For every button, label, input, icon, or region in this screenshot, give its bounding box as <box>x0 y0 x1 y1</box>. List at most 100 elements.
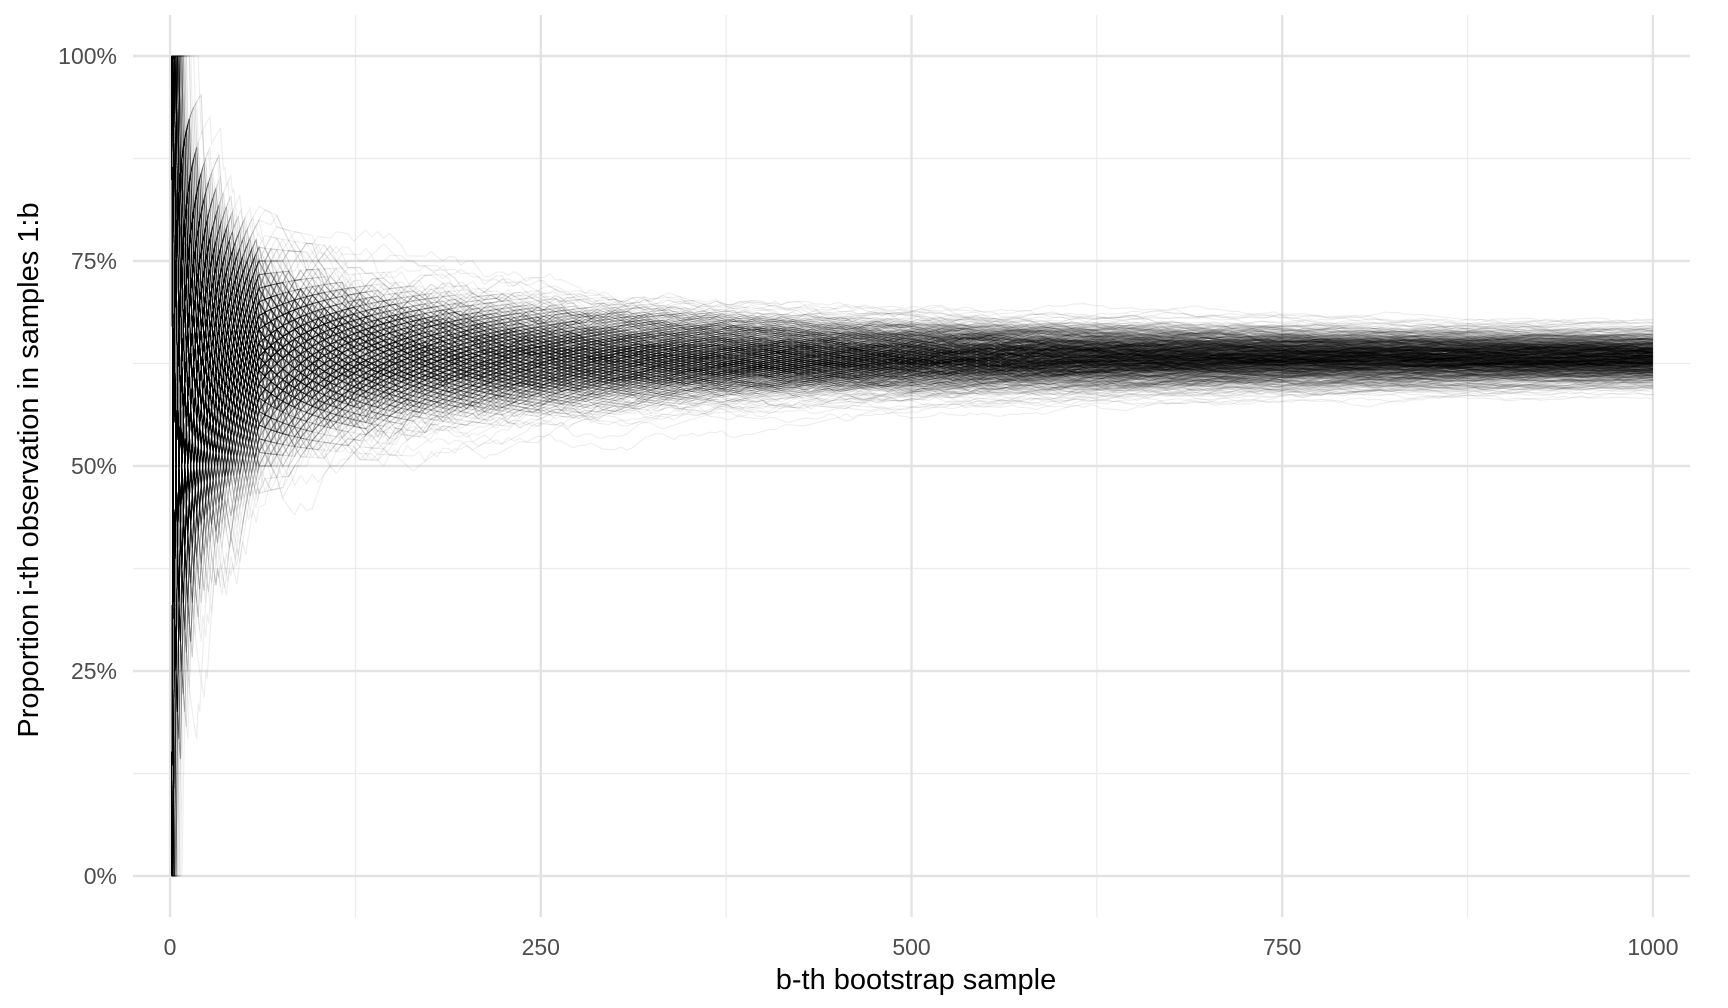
series-line <box>171 55 1654 467</box>
series-line <box>171 55 1653 467</box>
series-line <box>171 55 1653 408</box>
series-line <box>171 130 1653 877</box>
series-line <box>171 55 1653 642</box>
series-line <box>171 55 1653 713</box>
series-line <box>171 55 1654 382</box>
y-tick-label: 100% <box>58 43 117 69</box>
series-line <box>171 325 1654 877</box>
series-line <box>171 271 1654 877</box>
series-line <box>171 55 1653 467</box>
series-line <box>171 55 1653 672</box>
series-line <box>171 55 1653 740</box>
series-line <box>171 55 1653 713</box>
series-line <box>171 55 1653 569</box>
series-line <box>171 329 1654 877</box>
series-line <box>171 55 1653 357</box>
series-line <box>171 231 1653 877</box>
series-line <box>171 55 1653 408</box>
y-axis-title: Proportion i-th observation in samples 1… <box>13 202 45 737</box>
series-line <box>171 55 1653 467</box>
series-line <box>171 320 1653 877</box>
series-line <box>171 55 1653 414</box>
y-tick-label: 25% <box>71 658 117 684</box>
series-line <box>171 277 1653 877</box>
series-line <box>171 55 1653 467</box>
series-line <box>171 55 1653 467</box>
series-line <box>171 55 1653 467</box>
x-tick-label: 0 <box>164 934 177 960</box>
y-tick-label: 75% <box>71 248 117 274</box>
series-line <box>171 343 1653 877</box>
series-line <box>171 315 1653 877</box>
series-line <box>171 55 1653 603</box>
series-line <box>171 219 1653 877</box>
series-line <box>171 55 1654 467</box>
series-line <box>171 55 1653 467</box>
series-line <box>171 55 1653 467</box>
y-tick-label: 0% <box>84 863 117 889</box>
series-line <box>171 55 1653 603</box>
series-line <box>171 55 1653 508</box>
series-line <box>171 360 1653 877</box>
series-line <box>171 55 1653 394</box>
series-line <box>171 260 1653 877</box>
series-line <box>171 283 1653 877</box>
series-line <box>171 327 1654 877</box>
series-lines-layer <box>171 55 1654 877</box>
series-line <box>171 281 1653 877</box>
series-line <box>171 55 1653 467</box>
series-line <box>171 55 1654 435</box>
series-line <box>171 338 1654 877</box>
series-line <box>171 55 1654 467</box>
series-line <box>171 55 1653 364</box>
series-line <box>171 356 1653 877</box>
x-tick-label: 750 <box>1263 934 1301 960</box>
series-line <box>171 55 1653 434</box>
series-line <box>171 363 1653 877</box>
x-axis-ticks: 0 250 500 750 1000 <box>164 934 1679 960</box>
series-line <box>171 55 1653 372</box>
series-line <box>171 55 1654 525</box>
series-line <box>171 55 1653 467</box>
series-line <box>171 55 1653 467</box>
series-line <box>171 299 1653 877</box>
series-line <box>171 303 1653 877</box>
series-line <box>171 55 1654 467</box>
series-line <box>171 55 1653 549</box>
series-line <box>171 55 1654 549</box>
series-line <box>171 260 1654 877</box>
series-line <box>171 219 1654 877</box>
series-line <box>171 55 1653 642</box>
series-line <box>171 55 1654 603</box>
series-line <box>171 55 1654 392</box>
series-line <box>171 349 1653 877</box>
series-line <box>171 55 1653 408</box>
series-line <box>171 55 1653 467</box>
series-line <box>171 55 1654 403</box>
series-line <box>171 55 1653 368</box>
series-line <box>171 55 1653 467</box>
series-line <box>171 55 1653 467</box>
series-line <box>171 55 1653 412</box>
series-line <box>171 301 1654 877</box>
series-line <box>171 267 1653 877</box>
series-line <box>171 238 1653 877</box>
series-line <box>171 55 1654 603</box>
series-line <box>171 55 1653 414</box>
series-line <box>171 55 1653 370</box>
series-line <box>171 55 1653 603</box>
series-line <box>171 55 1653 364</box>
series-line <box>171 298 1654 877</box>
x-axis-title: b-th bootstrap sample <box>776 964 1056 996</box>
series-line <box>171 248 1653 877</box>
series-line <box>171 55 1653 415</box>
series-line <box>171 55 1654 455</box>
series-line <box>171 55 1654 424</box>
series-line <box>171 290 1653 877</box>
series-line <box>171 158 1653 877</box>
series-line <box>171 55 1653 352</box>
series-line <box>171 324 1653 877</box>
series-line <box>171 329 1654 877</box>
